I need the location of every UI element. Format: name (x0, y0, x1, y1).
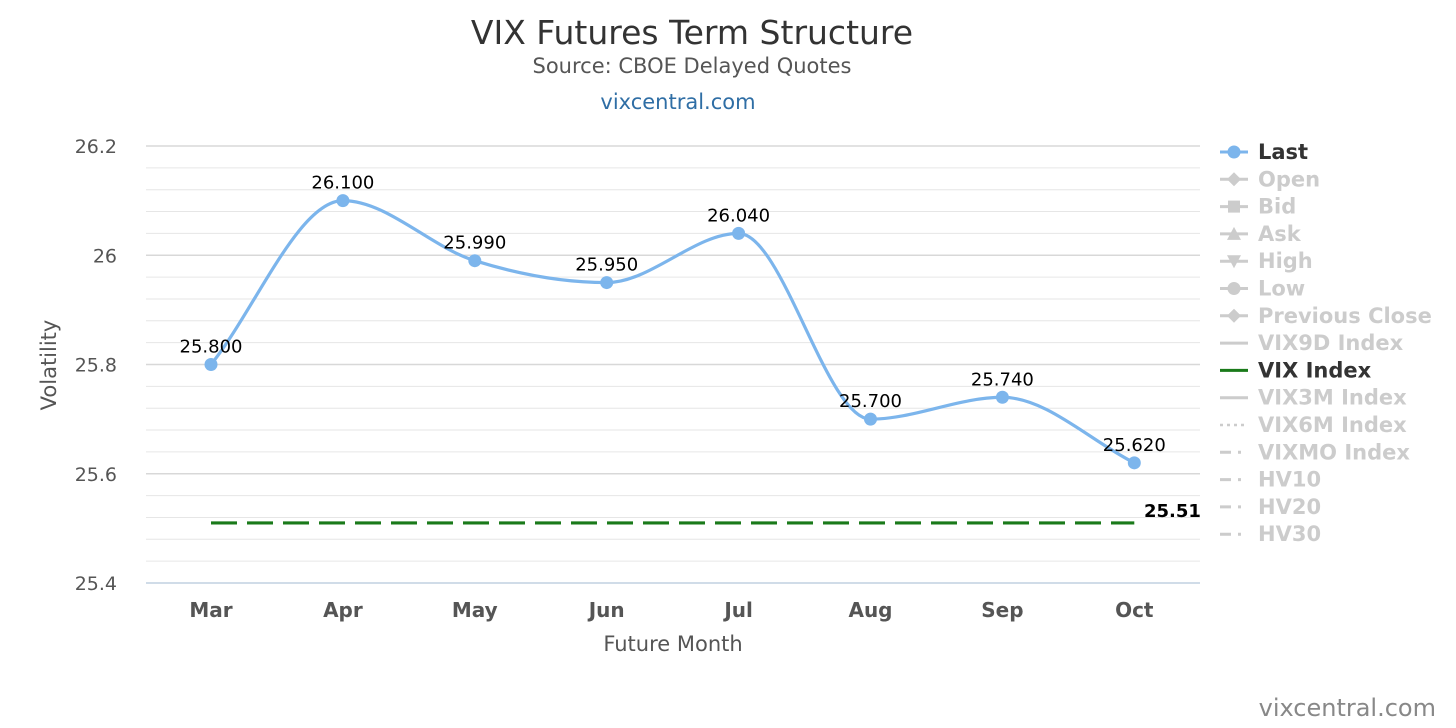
legend-label: HV30 (1258, 522, 1321, 546)
y-tick-label: 25.6 (75, 464, 117, 486)
legend-item-vix3m-index[interactable]: VIX3M Index (1220, 386, 1407, 410)
y-tick-label: 25.4 (75, 573, 117, 595)
legend-label: High (1258, 249, 1313, 273)
legend-label: Last (1258, 140, 1308, 164)
gridlines (146, 145, 1200, 562)
last-data-label: 25.800 (180, 337, 243, 358)
legend-label: HV20 (1258, 495, 1321, 519)
last-series-line (209, 199, 1136, 465)
legend-label: VIX Index (1258, 358, 1372, 382)
legend-diamond-marker (1227, 172, 1241, 187)
last-data-label: 26.100 (311, 173, 374, 194)
last-data-point[interactable] (732, 226, 746, 240)
legend-item-low[interactable]: Low (1220, 277, 1305, 301)
last-data-point[interactable] (336, 194, 350, 208)
legend-item-ask[interactable]: Ask (1220, 222, 1302, 246)
x-tick-label: Aug (848, 598, 892, 622)
y-tick-label: 25.8 (75, 355, 117, 377)
series-vix-index: 25.51 (211, 501, 1201, 525)
legend-label: VIXMO Index (1258, 440, 1410, 464)
credit-link[interactable]: vixcentral.com (1259, 694, 1436, 722)
legend-label: Bid (1258, 195, 1296, 219)
last-data-point[interactable] (600, 276, 614, 290)
legend-label: HV10 (1258, 468, 1321, 492)
last-data-point[interactable] (995, 390, 1009, 404)
legend-item-high[interactable]: High (1220, 249, 1313, 273)
chart-title: VIX Futures Term Structure (471, 13, 913, 52)
legend-circle-marker (1227, 145, 1241, 159)
legend: Last Open Bid Ask High Low Previous Close VIX9D… (1220, 140, 1432, 546)
legend-item-vix6m-index[interactable]: VIX6M Index (1220, 413, 1407, 437)
legend-item-vix-index[interactable]: VIX Index (1220, 358, 1372, 382)
legend-item-bid[interactable]: Bid (1220, 195, 1296, 219)
last-data-label: 25.700 (839, 391, 902, 412)
legend-label: Previous Close (1258, 304, 1432, 328)
last-data-point[interactable] (1127, 456, 1141, 470)
last-data-point[interactable] (864, 412, 877, 426)
legend-label: VIX9D Index (1258, 331, 1404, 355)
last-data-point[interactable] (204, 358, 218, 371)
legend-label: VIX3M Index (1258, 386, 1407, 410)
legend-label: Low (1258, 277, 1305, 301)
legend-triangle-down-marker (1227, 255, 1241, 269)
last-data-label: 25.990 (443, 233, 506, 254)
y-axis-label: Volatility (37, 320, 61, 411)
last-data-label: 26.040 (707, 205, 770, 226)
legend-item-last[interactable]: Last (1220, 140, 1308, 164)
chart-subtitle: Source: CBOE Delayed Quotes (533, 54, 852, 78)
last-data-label: 25.740 (971, 369, 1034, 390)
y-axis-ticks: 25.4 25.6 25.8 26 26.2 (75, 136, 117, 595)
last-data-label: 25.620 (1103, 435, 1166, 456)
legend-item-hv20[interactable]: HV20 (1220, 495, 1321, 519)
y-tick-label: 26 (93, 245, 117, 267)
legend-item-vixmo-index[interactable]: VIXMO Index (1220, 440, 1410, 464)
legend-item-open[interactable]: Open (1220, 167, 1320, 191)
x-tick-label: Apr (323, 598, 363, 622)
vix-index-value-label: 25.51 (1144, 501, 1201, 522)
x-tick-label: Oct (1115, 598, 1154, 622)
last-data-point[interactable] (468, 254, 482, 268)
x-axis-label: Future Month (603, 632, 742, 656)
x-tick-label: Jul (722, 598, 753, 622)
legend-item-previous-close[interactable]: Previous Close (1220, 304, 1432, 328)
legend-item-hv30[interactable]: HV30 (1220, 522, 1321, 546)
legend-item-hv10[interactable]: HV10 (1220, 468, 1321, 492)
legend-diamond-marker (1227, 308, 1241, 323)
legend-label: Open (1258, 167, 1320, 191)
legend-label: Ask (1258, 222, 1302, 246)
x-tick-label: Jun (587, 598, 625, 622)
x-tick-label: Sep (981, 598, 1023, 622)
x-tick-label: Mar (189, 598, 232, 622)
y-tick-label: 26.2 (75, 136, 117, 158)
source-link[interactable]: vixcentral.com (600, 90, 755, 114)
legend-label: VIX6M Index (1258, 413, 1407, 437)
series-last: 25.800 26.100 25.990 25.950 26.040 25.700 25.7… (180, 173, 1166, 470)
legend-square-marker (1228, 200, 1240, 213)
x-axis-ticks: Mar Apr May Jun Jul Aug Sep Oct (189, 598, 1154, 622)
legend-item-vix9d-index[interactable]: VIX9D Index (1220, 331, 1404, 355)
legend-circle-marker (1227, 282, 1241, 295)
x-tick-label: May (452, 598, 498, 622)
last-data-label: 25.950 (575, 255, 638, 276)
legend-triangle-marker (1227, 226, 1241, 240)
